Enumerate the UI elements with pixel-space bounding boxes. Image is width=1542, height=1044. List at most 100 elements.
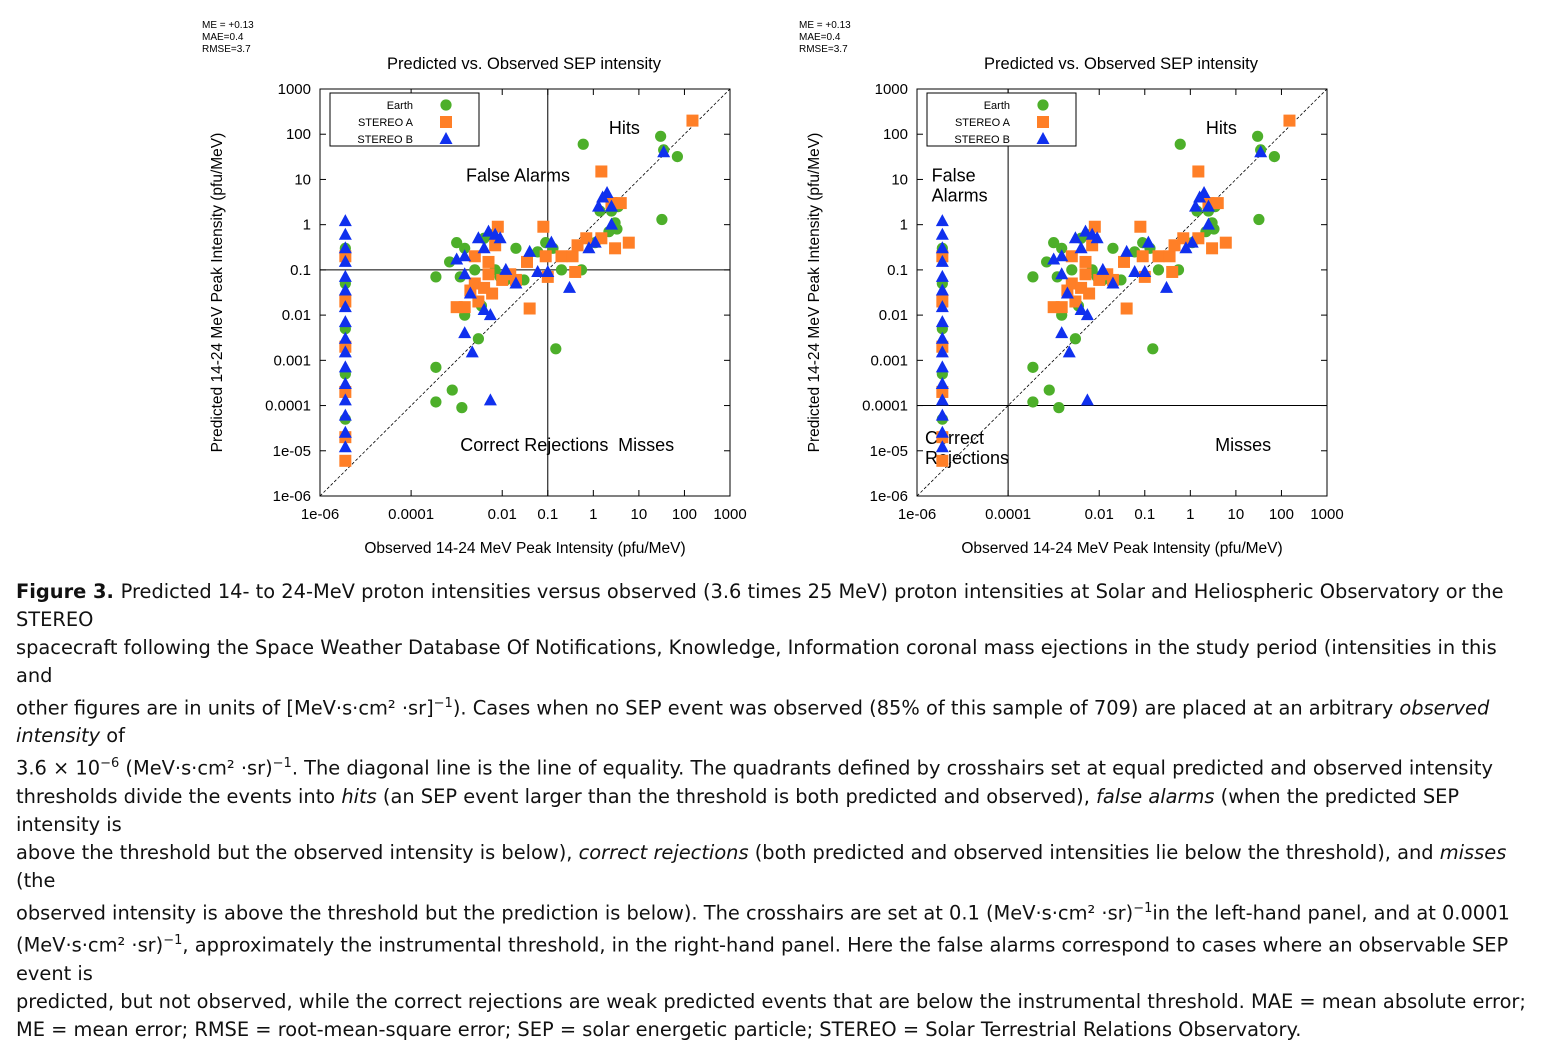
caption-text: (an SEP event larger than the threshold … [376, 784, 1097, 808]
data-point [588, 235, 602, 248]
data-point [935, 269, 949, 282]
legend-label: Earth [984, 100, 1010, 112]
data-point [1120, 302, 1133, 315]
x-tick-label: 0.01 [488, 506, 517, 523]
legend-marker [1037, 99, 1049, 111]
data-point [1128, 264, 1142, 277]
data-point [1206, 242, 1219, 255]
data-point [465, 345, 479, 358]
data-point [458, 326, 472, 339]
quadrant-label: Hits [1206, 118, 1237, 138]
caption-text: ME = mean error; RMSE = root-mean-square… [16, 1017, 1302, 1041]
data-point [1177, 232, 1190, 245]
x-axis-label: Observed 14-24 MeV Peak Intensity (pfu/M… [364, 540, 685, 557]
caption-text: thresholds divide the events into [16, 784, 342, 808]
x-tick-label: 100 [1269, 506, 1294, 523]
data-point [1268, 151, 1280, 163]
caption-line: predicted, but not observed, while the c… [16, 988, 1531, 1016]
data-point [577, 138, 589, 150]
caption-text: observed intensity [16, 696, 1490, 748]
data-point [1118, 255, 1131, 268]
data-point [1043, 384, 1055, 396]
data-point [537, 220, 550, 233]
data-point [458, 249, 472, 262]
data-point [541, 264, 555, 277]
data-point [1166, 265, 1179, 278]
data-point [1141, 235, 1155, 248]
legend-label: STEREO B [954, 134, 1010, 146]
legend-label: STEREO A [955, 117, 1011, 129]
quadrant-label: Hits [609, 118, 640, 138]
caption-text: −6 [100, 756, 120, 772]
legend-marker [440, 99, 452, 111]
data-point [482, 224, 496, 237]
data-point [1060, 286, 1074, 299]
data-point [604, 217, 618, 230]
stats-line: MAE=0.4 [202, 32, 244, 43]
data-point [935, 254, 949, 267]
data-point [1055, 267, 1069, 280]
data-point [338, 254, 352, 267]
data-point [477, 241, 491, 254]
data-point [1066, 264, 1078, 276]
data-point [456, 402, 468, 414]
x-tick-label: 10 [1228, 506, 1245, 523]
data-point [1189, 199, 1203, 212]
y-tick-label: 1 [303, 217, 311, 234]
data-point [477, 302, 491, 315]
data-point [510, 242, 522, 254]
data-point [1062, 345, 1076, 358]
y-axis-label: Predicted 14-24 MeV Peak Intensity (pfu/… [209, 133, 226, 453]
caption-text: (the [16, 868, 56, 892]
data-point [459, 242, 471, 254]
y-tick-label: 1000 [278, 81, 311, 98]
data-point [338, 408, 352, 421]
data-point [499, 262, 513, 275]
data-point [1152, 264, 1165, 276]
data-point [1027, 271, 1039, 283]
data-point [1138, 264, 1152, 277]
data-point [1283, 114, 1296, 127]
data-point [1134, 220, 1147, 233]
caption-line: Figure 3. Predicted 14- to 24-MeV proton… [16, 578, 1531, 634]
x-tick-label: 1 [1186, 506, 1194, 523]
data-point [430, 361, 442, 373]
caption-text: ). Cases when no SEP event was observed … [452, 696, 1400, 720]
caption-text: −1 [272, 756, 292, 772]
data-point [550, 343, 562, 355]
y-tick-label: 10 [294, 171, 311, 188]
x-tick-label: 0.0001 [985, 506, 1031, 523]
stats-line: RMSE=3.7 [799, 44, 848, 55]
data-point [609, 242, 622, 255]
data-point [1254, 145, 1268, 158]
caption-line: other figures are in units of [MeV·s·cm²… [16, 690, 1531, 750]
figure-label: Figure 3. [16, 580, 121, 603]
data-point [566, 250, 579, 263]
data-point [657, 145, 671, 158]
y-tick-label: 100 [286, 126, 311, 143]
chart-title: Predicted vs. Observed SEP intensity [387, 55, 662, 73]
data-point [935, 300, 949, 313]
data-point [523, 244, 537, 257]
y-tick-label: 1e-05 [870, 443, 908, 460]
legend-marker [439, 132, 453, 144]
data-point [671, 151, 683, 163]
y-tick-label: 0.0001 [862, 398, 908, 415]
data-point [1252, 130, 1264, 142]
data-point [450, 252, 464, 265]
x-tick-label: 0.0001 [388, 506, 434, 523]
x-tick-label: 1e-06 [301, 506, 339, 523]
y-tick-label: 0.1 [887, 262, 908, 279]
data-point [935, 360, 949, 373]
caption-line: spacecraft following the Space Weather D… [16, 634, 1531, 690]
data-point [686, 114, 699, 127]
x-tick-label: 1e-06 [898, 506, 936, 523]
data-point [555, 264, 568, 276]
data-point [493, 231, 507, 244]
caption-text: above the threshold but the observed int… [16, 840, 579, 864]
data-point [1079, 268, 1092, 281]
legend-label: Earth [387, 100, 413, 112]
caption-line: 3.6 × 10−6 (MeV·s·cm² ·sr)−1. The diagon… [16, 750, 1531, 782]
data-point [569, 265, 582, 278]
